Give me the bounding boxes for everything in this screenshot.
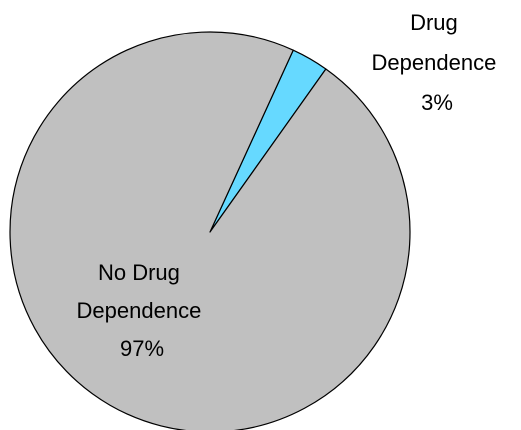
- slice-label-line: Drug: [410, 10, 458, 35]
- pie-slice-no-drug-dependence: [9, 31, 411, 430]
- pie-slices: [9, 31, 411, 430]
- slice-value-label: 3%: [421, 90, 453, 115]
- slice-value-label: 97%: [120, 336, 164, 361]
- slice-label-line: Dependence: [77, 298, 202, 323]
- slice-label-line: No Drug: [98, 260, 180, 285]
- slice-label-drug-dependence: Drug Dependence 3%: [372, 10, 503, 115]
- slice-label-no-drug-dependence: No Drug Dependence 97%: [77, 260, 208, 361]
- slice-label-line: Dependence: [372, 50, 497, 75]
